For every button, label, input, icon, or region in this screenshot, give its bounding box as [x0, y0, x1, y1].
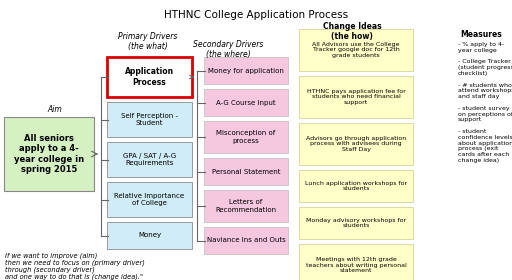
FancyBboxPatch shape — [299, 123, 413, 165]
Text: HTHNC College Application Process: HTHNC College Application Process — [164, 10, 348, 20]
Text: A-G Course Input: A-G Course Input — [216, 99, 276, 106]
Text: Application
Process: Application Process — [125, 67, 174, 87]
FancyBboxPatch shape — [204, 57, 288, 84]
FancyBboxPatch shape — [299, 29, 413, 71]
FancyBboxPatch shape — [299, 207, 413, 239]
FancyBboxPatch shape — [299, 244, 413, 280]
FancyBboxPatch shape — [204, 89, 288, 116]
Text: Naviance Ins and Outs: Naviance Ins and Outs — [207, 237, 285, 244]
Text: and one way to do that is (change idea).": and one way to do that is (change idea).… — [5, 273, 143, 280]
Text: GPA / SAT / A-G
Requirements: GPA / SAT / A-G Requirements — [123, 153, 176, 166]
Text: HTHNC pays application fee for
students who need financial
support: HTHNC pays application fee for students … — [307, 89, 406, 105]
FancyBboxPatch shape — [4, 117, 94, 191]
FancyBboxPatch shape — [299, 170, 413, 202]
Text: then we need to focus on (primary driver): then we need to focus on (primary driver… — [5, 259, 145, 266]
Text: Personal Statement: Personal Statement — [212, 169, 280, 174]
Text: If we want to improve (aim): If we want to improve (aim) — [5, 252, 97, 259]
Text: All Advisors use the College
Tracker google doc for 12th
grade students: All Advisors use the College Tracker goo… — [312, 42, 400, 58]
Text: Meetings with 12th grade
teachers about writing personal
statement: Meetings with 12th grade teachers about … — [306, 257, 407, 273]
Text: Misconception of
process: Misconception of process — [217, 130, 275, 143]
Text: - % apply to 4-
year college

- College Tracker
(student progress
checklist)

- : - % apply to 4- year college - College T… — [458, 42, 512, 163]
Text: Money for application: Money for application — [208, 67, 284, 74]
FancyBboxPatch shape — [204, 158, 288, 185]
Text: Aim: Aim — [48, 105, 62, 114]
FancyBboxPatch shape — [107, 57, 192, 97]
Text: Advisors go through application
process with advisees during
Staff Day: Advisors go through application process … — [306, 136, 406, 152]
FancyBboxPatch shape — [107, 182, 192, 217]
Text: Lunch application workshops for
students: Lunch application workshops for students — [305, 181, 407, 192]
Text: Monday advisory workshops for
students: Monday advisory workshops for students — [306, 218, 406, 228]
FancyBboxPatch shape — [107, 222, 192, 249]
Text: Change Ideas
(the how): Change Ideas (the how) — [323, 22, 381, 41]
Text: Measures: Measures — [460, 30, 502, 39]
FancyBboxPatch shape — [204, 190, 288, 222]
Text: through (secondary driver): through (secondary driver) — [5, 266, 95, 273]
Text: Letters of
Recommendation: Letters of Recommendation — [216, 199, 276, 213]
FancyBboxPatch shape — [204, 227, 288, 254]
Text: Primary Drivers
(the what): Primary Drivers (the what) — [118, 32, 178, 52]
Text: Secondary Drivers
(the where): Secondary Drivers (the where) — [193, 40, 263, 59]
Text: Relative Importance
of College: Relative Importance of College — [115, 193, 184, 206]
Text: Self Perception -
Student: Self Perception - Student — [121, 113, 178, 126]
Text: Money: Money — [138, 232, 161, 239]
Text: All seniors
apply to a 4-
year college in
spring 2015: All seniors apply to a 4- year college i… — [14, 134, 84, 174]
FancyBboxPatch shape — [107, 102, 192, 137]
FancyBboxPatch shape — [299, 76, 413, 118]
FancyBboxPatch shape — [204, 121, 288, 153]
FancyBboxPatch shape — [107, 142, 192, 177]
